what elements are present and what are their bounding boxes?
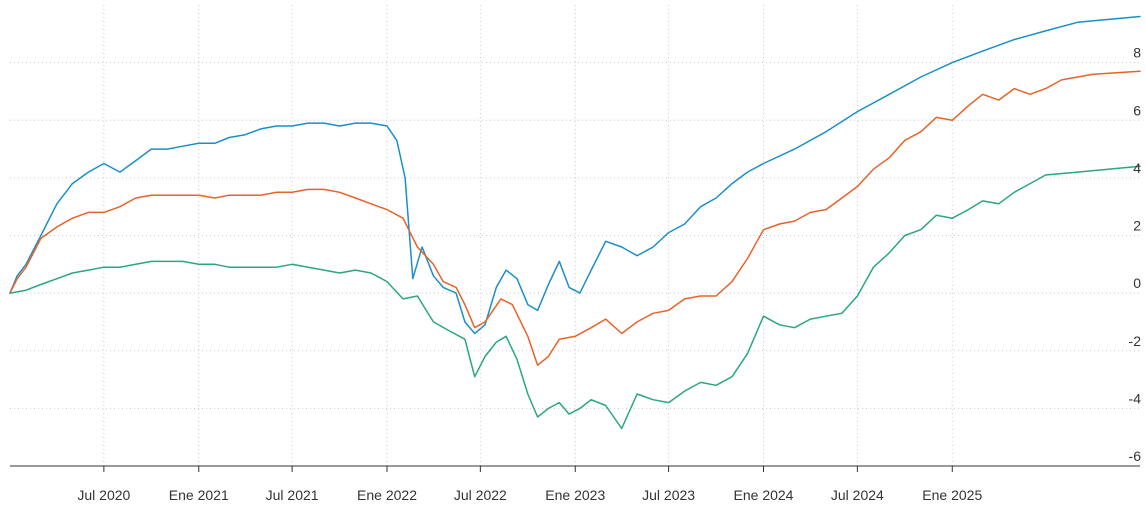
series-line-1 bbox=[9, 15, 1141, 335]
x-tick-label: Ene 2022 bbox=[357, 487, 417, 503]
x-tick-label: Jul 2023 bbox=[642, 487, 695, 503]
x-tick-label: Jul 2020 bbox=[77, 487, 130, 503]
axis-layer: 8 6 4 2 0 -2 -4 -6 Jul 2020 Ene 2021 Jul 2021 Ene 2… bbox=[10, 45, 1141, 503]
x-tick-label: Ene 2025 bbox=[922, 487, 982, 503]
y-tick-label: 8 bbox=[1133, 45, 1141, 61]
y-tick-label: 2 bbox=[1133, 218, 1141, 234]
x-tick-label: Ene 2023 bbox=[545, 487, 605, 503]
y-tick-label: 4 bbox=[1133, 160, 1141, 176]
grid-layer bbox=[10, 5, 1140, 466]
y-tick-label: -4 bbox=[1129, 390, 1142, 406]
y-tick-label: 6 bbox=[1133, 102, 1141, 118]
x-tick-label: Ene 2024 bbox=[734, 487, 794, 503]
y-tick-label: -6 bbox=[1129, 448, 1142, 464]
series-line-2 bbox=[9, 70, 1141, 366]
series-line-3 bbox=[9, 165, 1141, 430]
x-tick-label: Jul 2024 bbox=[831, 487, 884, 503]
y-tick-label: -2 bbox=[1129, 333, 1142, 349]
series-layer bbox=[9, 15, 1141, 430]
x-tick-label: Jul 2021 bbox=[266, 487, 319, 503]
y-tick-label: 0 bbox=[1133, 275, 1141, 291]
x-tick-label: Ene 2021 bbox=[169, 487, 229, 503]
x-tick-label: Jul 2022 bbox=[454, 487, 507, 503]
